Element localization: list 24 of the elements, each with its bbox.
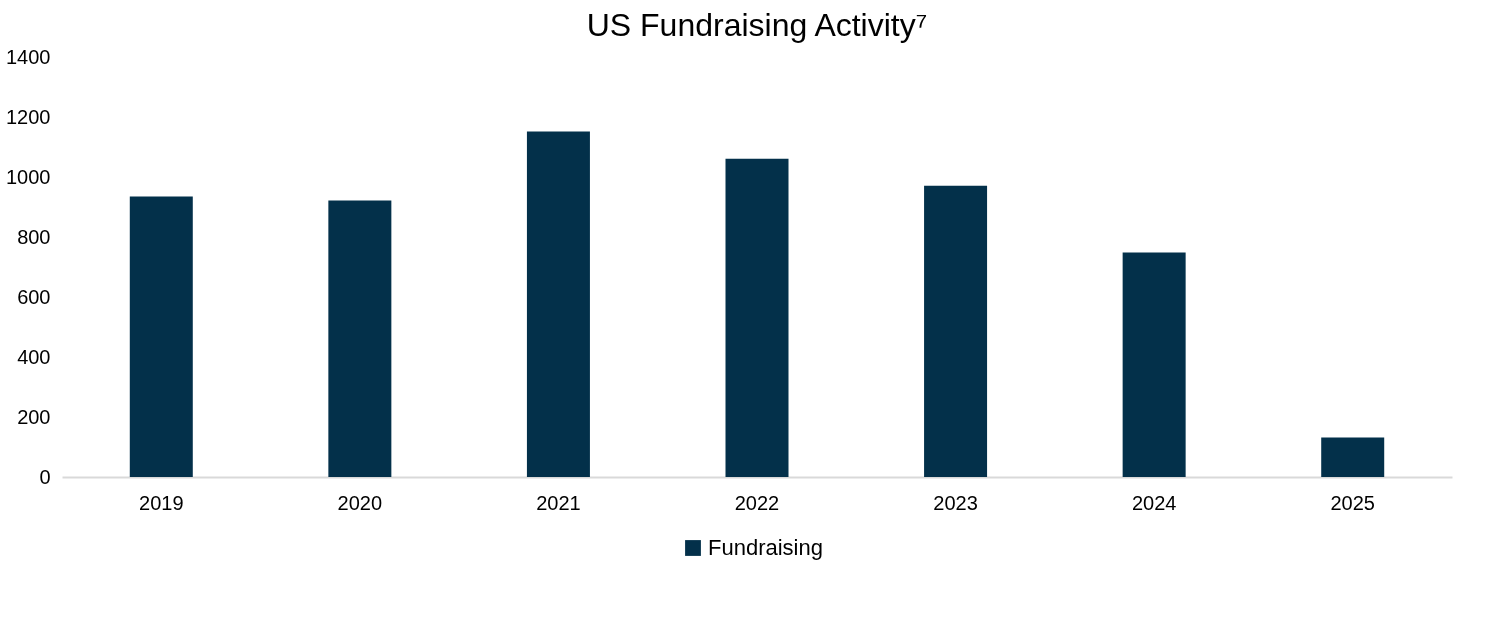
y-tick-label: 1200	[6, 105, 51, 128]
bar	[526, 131, 590, 477]
x-tick-label: 2019	[139, 491, 184, 514]
legend-label: Fundraising	[708, 535, 823, 560]
bar	[129, 196, 193, 477]
chart-title: US Fundraising Activity⁷	[586, 7, 928, 43]
y-tick-label: 400	[17, 345, 51, 368]
bar	[328, 200, 392, 477]
y-tick-label: 1000	[6, 165, 51, 188]
x-tick-label: 2021	[536, 491, 581, 514]
x-tick-label: 2022	[734, 491, 780, 514]
bar	[1122, 252, 1186, 477]
x-tick-label: 2020	[337, 491, 383, 514]
y-tick-label: 1400	[6, 45, 51, 68]
x-tick-label: 2025	[1330, 491, 1375, 514]
bar	[924, 185, 988, 477]
x-tick-label: 2023	[933, 491, 978, 514]
bar	[725, 158, 789, 477]
y-tick-label: 600	[17, 285, 51, 308]
y-tick-label: 200	[17, 405, 51, 428]
x-tick-label: 2024	[1131, 491, 1177, 514]
y-tick-label: 800	[17, 225, 51, 248]
y-tick-label: 0	[39, 465, 51, 488]
bar	[1321, 437, 1385, 477]
